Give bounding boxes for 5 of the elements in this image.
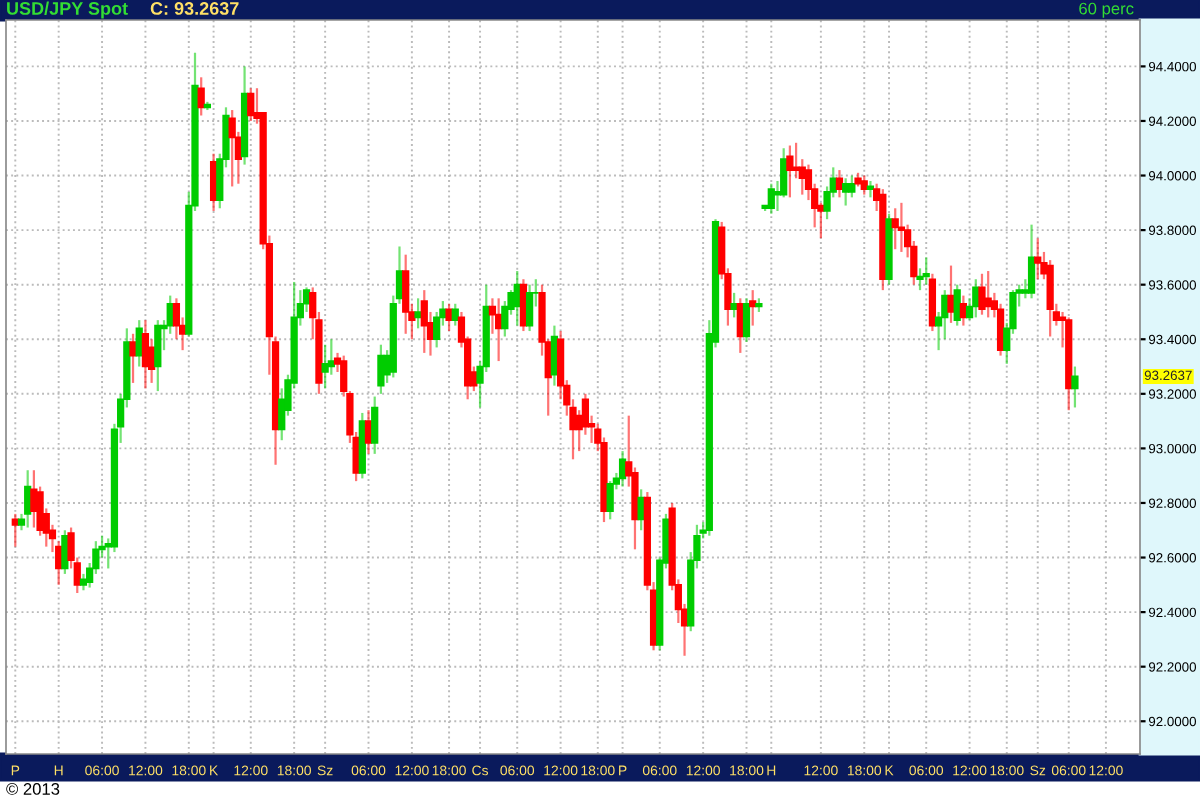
text: 60 perc xyxy=(1079,2,1134,18)
chart-title: USD/JPY Spot xyxy=(7,1,128,19)
text: © 2013 xyxy=(6,783,60,795)
candlestick xyxy=(866,179,875,199)
chart-subtitle: C: 93.2637 xyxy=(150,2,239,15)
